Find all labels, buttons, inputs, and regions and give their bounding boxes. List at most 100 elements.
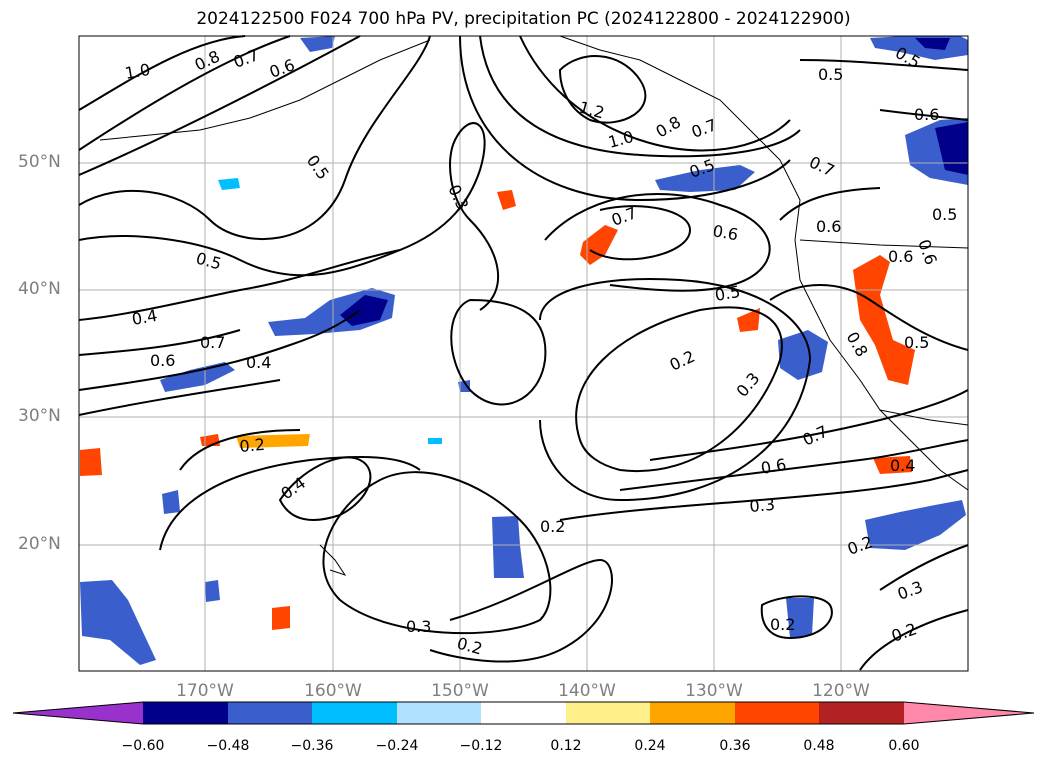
contour-label: 0.7 xyxy=(200,333,225,352)
contour-label: 1.0 xyxy=(606,127,636,152)
colorbar-segment xyxy=(481,702,566,724)
contour-label: 0.2 xyxy=(239,435,266,456)
precip-blob xyxy=(218,178,240,190)
contour-label: 0.3 xyxy=(406,617,431,636)
precip-blob xyxy=(655,165,755,192)
precip-blob xyxy=(786,598,814,638)
precip-blob xyxy=(853,255,915,385)
contour-label: 0.5 xyxy=(818,65,843,84)
colorbar-tick-label: 0.24 xyxy=(634,738,666,754)
gridlines xyxy=(79,36,968,671)
colorbar-segment xyxy=(312,702,397,724)
colorbar-outline xyxy=(12,701,1035,725)
precip-blob xyxy=(272,606,290,630)
contour-label: 0.6 xyxy=(267,55,297,82)
precip-blob xyxy=(915,38,950,50)
precip-blob xyxy=(205,580,220,602)
precip-blob xyxy=(236,434,310,448)
colorbar-tick-label: −0.36 xyxy=(290,738,334,754)
precip-blob xyxy=(80,580,156,665)
precipitation-shading xyxy=(80,36,968,665)
contour-label: 0.6 xyxy=(888,247,913,266)
contour-label: 0.7 xyxy=(689,115,719,142)
precip-blob xyxy=(428,438,442,444)
colorbar-segment xyxy=(228,702,312,724)
lat-label: 20°N xyxy=(18,534,61,554)
contour-label: 0.2 xyxy=(889,619,919,646)
colorbar-segment xyxy=(143,702,228,724)
lon-label: 130°W xyxy=(685,681,743,701)
contour-label: 0.6 xyxy=(150,351,175,370)
contour-label: 0.8 xyxy=(843,329,872,361)
contour-label: 0.8 xyxy=(192,47,223,75)
lat-label: 40°N xyxy=(18,279,61,299)
map-title: 2024122500 F024 700 hPa PV, precipitatio… xyxy=(196,9,851,29)
contour-label: 0.5 xyxy=(904,333,929,352)
contour-label: 1.0 xyxy=(123,60,151,83)
contour-label: 0.7 xyxy=(806,152,837,180)
coastlines xyxy=(99,35,969,576)
lat-label: 30°N xyxy=(18,406,61,426)
colorbar-extend-low xyxy=(13,702,143,724)
contour-label: 0.2 xyxy=(770,615,795,634)
colorbar-tick-label: −0.60 xyxy=(121,738,165,754)
contour-label: 0.3 xyxy=(733,369,764,401)
contour-label: 0.5 xyxy=(713,282,741,305)
colorbar xyxy=(12,701,1035,725)
precip-blob xyxy=(200,434,220,446)
contour-label: 0.8 xyxy=(653,112,685,141)
lon-label: 120°W xyxy=(812,681,870,701)
precip-blob xyxy=(162,490,180,514)
contour-label: 0.2 xyxy=(540,517,565,536)
contour-label: 0.6 xyxy=(816,217,841,236)
lat-label: 50°N xyxy=(18,152,61,172)
precip-blob xyxy=(340,295,388,326)
contour-label: 0.3 xyxy=(749,495,776,516)
contour-label: 0.7 xyxy=(800,422,831,450)
colorbar-tick-label: 0.48 xyxy=(803,738,835,754)
pv-contours xyxy=(78,35,969,671)
precip-blob xyxy=(778,330,828,380)
contour-label: 0.4 xyxy=(890,456,915,475)
precip-blob xyxy=(300,36,335,52)
lon-label: 150°W xyxy=(431,681,489,701)
contour-labels: 1.0 0.8 0.7 0.6 0.5 0.3 0.5 0.4 0.7 0.6 … xyxy=(123,43,957,658)
contour-label: 0.4 xyxy=(246,353,271,372)
lon-label: 140°W xyxy=(558,681,616,701)
colorbar-tick-label: 0.36 xyxy=(719,738,751,754)
contour-label: 0.3 xyxy=(444,182,472,213)
contour-label: 0.6 xyxy=(759,455,787,478)
precip-blob xyxy=(935,122,968,175)
contour-label: 0.2 xyxy=(455,634,485,659)
colorbar-tick-label: 0.12 xyxy=(550,738,582,754)
lon-label: 160°W xyxy=(304,681,362,701)
contour-label: 0.6 xyxy=(914,105,939,124)
contour-label: 0.6 xyxy=(914,237,941,267)
contour-label: 0.5 xyxy=(303,151,333,183)
colorbar-segment xyxy=(566,702,650,724)
contour-label: 1.2 xyxy=(577,98,607,123)
precip-blob xyxy=(497,190,516,210)
precip-blob xyxy=(873,456,912,474)
colorbar-tick-label: −0.48 xyxy=(206,738,250,754)
precip-blob xyxy=(865,500,966,550)
precip-blob xyxy=(80,448,102,476)
precip-blob xyxy=(580,225,618,265)
precip-blob xyxy=(458,380,470,392)
map-frame xyxy=(78,35,969,672)
precip-blob xyxy=(737,308,760,332)
contour-label: 0.3 xyxy=(895,577,925,604)
lon-label: 170°W xyxy=(176,681,234,701)
colorbar-segment xyxy=(735,702,819,724)
contour-label: 0.4 xyxy=(130,306,158,329)
colorbar-tick-label: 0.60 xyxy=(888,738,920,754)
contour-label: 0.6 xyxy=(711,221,739,244)
colorbar-segment xyxy=(819,702,904,724)
contour-label: 0.2 xyxy=(667,347,698,375)
precip-blob xyxy=(160,362,235,392)
contour-label: 0.5 xyxy=(932,205,957,224)
colorbar-segment xyxy=(650,702,735,724)
colorbar-tick-label: −0.12 xyxy=(459,738,503,754)
contour-label: 0.4 xyxy=(277,473,309,503)
